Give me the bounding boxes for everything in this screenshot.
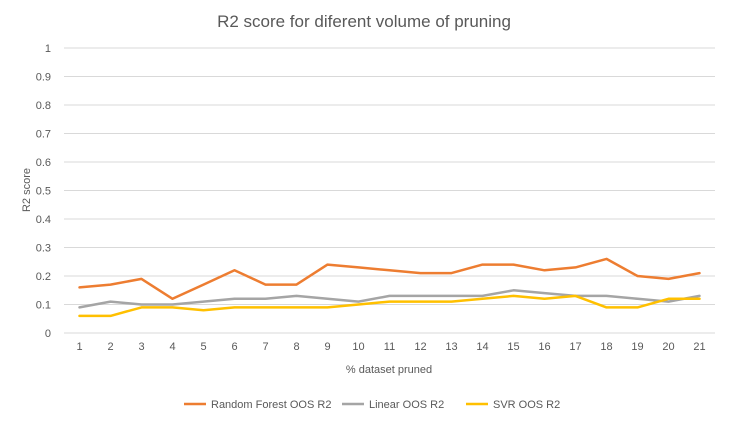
x-tick-label: 4 <box>169 341 175 353</box>
legend-item: Linear OOS R2 <box>342 399 444 411</box>
series-line-3 <box>78 294 701 318</box>
y-tick-label: 0 <box>45 328 51 340</box>
x-tick-label: 15 <box>507 341 519 353</box>
y-tick-label: 0.4 <box>36 214 51 226</box>
x-tick-label: 18 <box>600 341 612 353</box>
x-tick-label: 16 <box>538 341 550 353</box>
x-tick-label: 1 <box>76 341 82 353</box>
legend: Random Forest OOS R2 Linear OOS R2 SVR OOS… <box>184 399 560 411</box>
x-axis-title: % dataset pruned <box>346 364 432 376</box>
x-tick-label: 11 <box>384 341 395 353</box>
y-tick-label: 0.5 <box>36 186 51 198</box>
y-axis-title: R2 score <box>21 168 33 212</box>
x-tick-label: 7 <box>262 341 268 353</box>
series-lines <box>78 257 701 318</box>
x-tick-label: 10 <box>352 341 364 353</box>
legend-item: SVR OOS R2 <box>466 399 560 411</box>
y-tick-label: 1 <box>45 43 51 55</box>
legend-item: Random Forest OOS R2 <box>184 399 331 411</box>
series-line-2 <box>78 289 701 309</box>
y-tick-label: 0.3 <box>36 243 51 255</box>
series-line-1 <box>78 257 701 301</box>
x-tick-label: 17 <box>569 341 581 353</box>
y-tick-label: 0.2 <box>36 271 51 283</box>
x-tick-label: 21 <box>693 341 705 353</box>
y-tick-label: 0.7 <box>36 129 51 141</box>
y-tick-label: 0.6 <box>36 157 51 169</box>
x-tick-label: 9 <box>324 341 330 353</box>
legend-label: SVR OOS R2 <box>493 399 560 411</box>
x-tick-label: 3 <box>138 341 144 353</box>
x-tick-label: 20 <box>662 341 674 353</box>
gridlines <box>64 47 715 305</box>
chart-title: R2 score for diferent volume of pruning <box>217 12 511 31</box>
y-tick-label: 0.1 <box>36 300 51 312</box>
y-tick-label: 0.8 <box>36 100 51 112</box>
legend-label: Linear OOS R2 <box>369 399 444 411</box>
legend-label: Random Forest OOS R2 <box>211 399 331 411</box>
x-tick-label: 2 <box>107 341 113 353</box>
x-tick-label: 8 <box>293 341 299 353</box>
x-tick-label: 14 <box>476 341 488 353</box>
y-axis-tick-labels: 0 0.1 0.2 0.3 0.4 0.5 0.6 0.7 0.8 0.9 1 <box>36 43 51 340</box>
x-tick-label: 13 <box>445 341 457 353</box>
y-tick-label: 0.9 <box>36 72 51 84</box>
x-tick-label: 12 <box>414 341 426 353</box>
x-tick-label: 19 <box>631 341 643 353</box>
x-axis-tick-labels: 1 2 3 4 5 6 7 8 9 10 11 12 13 14 15 16 17 18 19 20 21 <box>76 341 705 353</box>
x-tick-label: 6 <box>231 341 237 353</box>
x-tick-label: 5 <box>200 341 206 353</box>
